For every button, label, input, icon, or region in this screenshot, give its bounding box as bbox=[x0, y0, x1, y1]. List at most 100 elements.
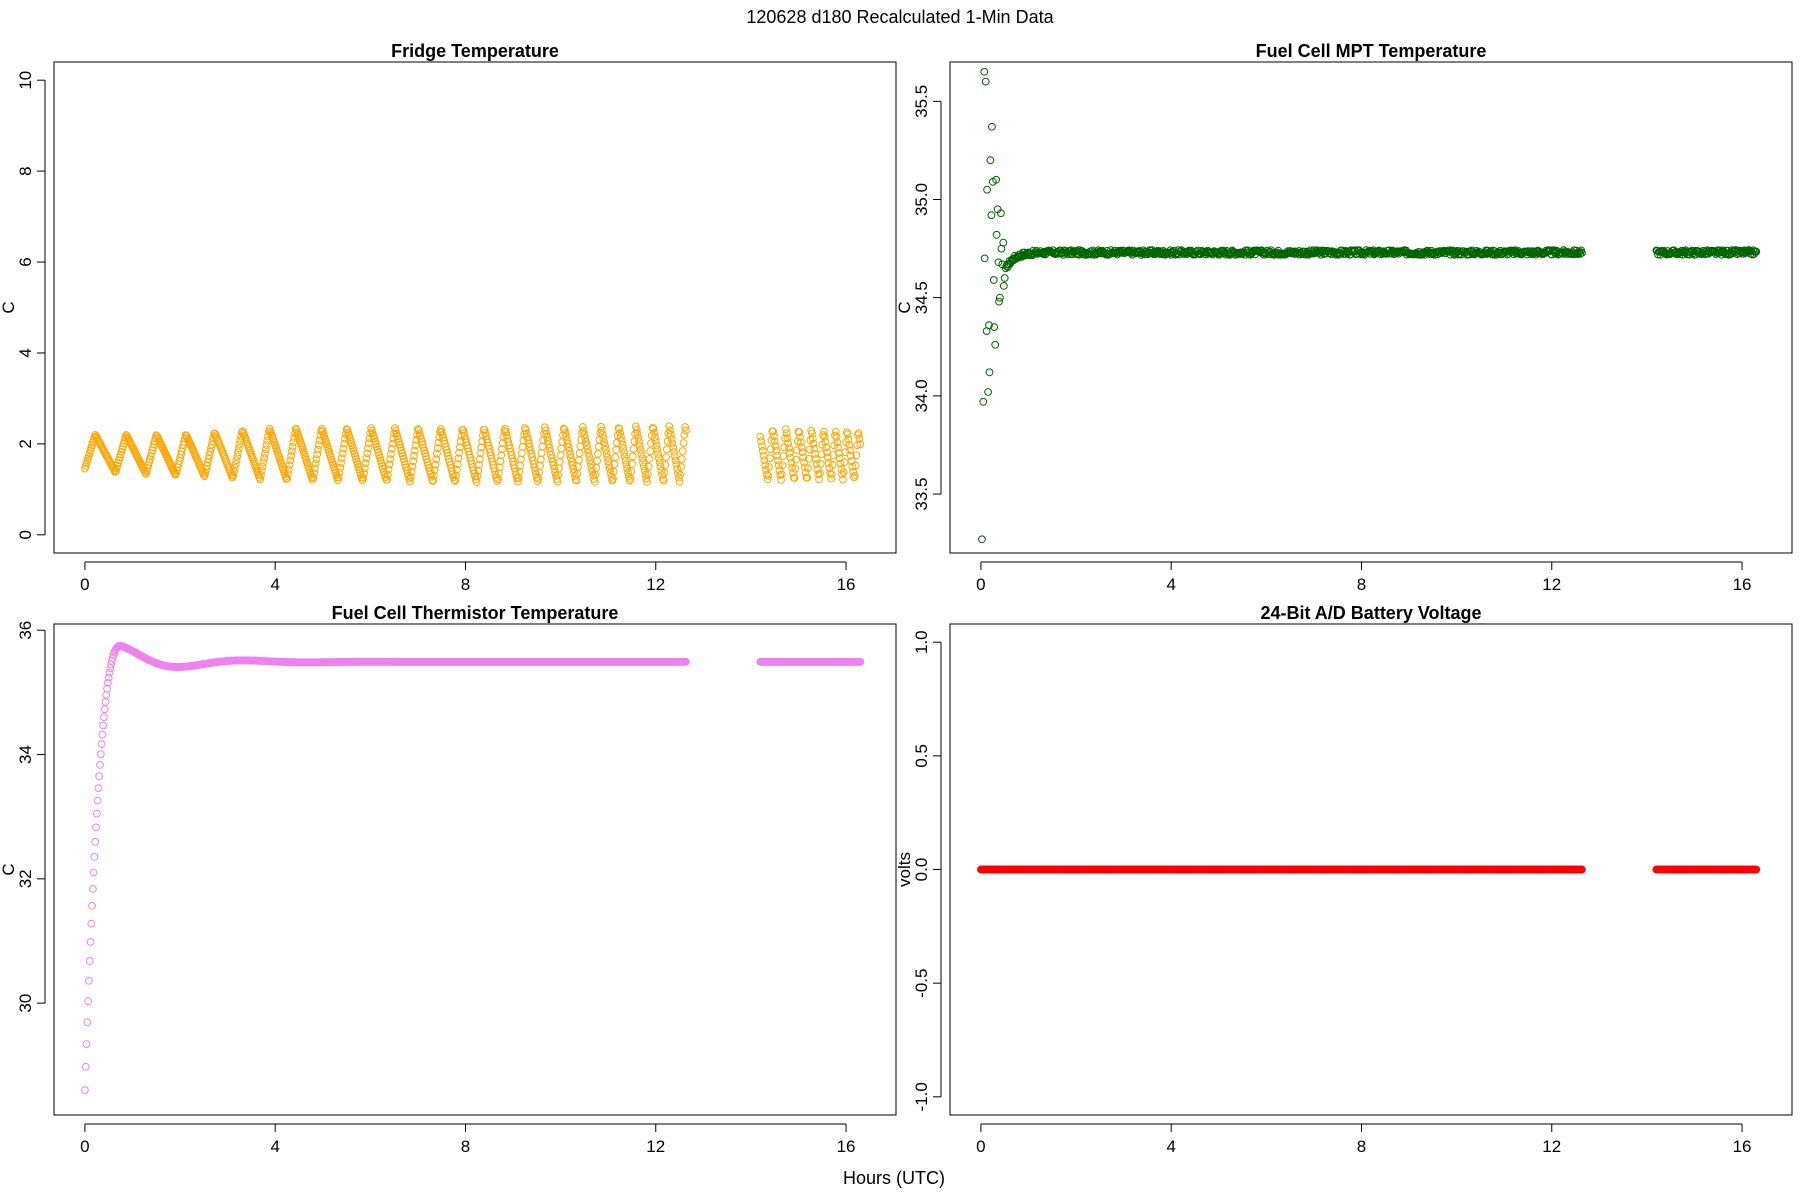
data-point bbox=[1440, 246, 1448, 255]
data-point bbox=[665, 422, 674, 431]
data-point bbox=[655, 454, 663, 463]
data-point bbox=[103, 684, 111, 693]
data-point bbox=[642, 474, 651, 483]
data-point bbox=[442, 446, 451, 454]
data-point bbox=[831, 431, 839, 440]
data-point bbox=[538, 442, 547, 451]
data-point bbox=[669, 443, 678, 452]
data-point bbox=[676, 471, 685, 479]
x-tick-label: 8 bbox=[1357, 575, 1366, 594]
data-point bbox=[1015, 253, 1023, 262]
data-point bbox=[562, 432, 571, 441]
x-axis: 0 4 8 12 16 bbox=[80, 561, 856, 594]
shared-x-axis-label: Hours (UTC) bbox=[843, 1168, 945, 1188]
data-point bbox=[850, 471, 859, 480]
data-point bbox=[203, 458, 212, 467]
data-point bbox=[563, 439, 572, 448]
y-tick-label: 0.5 bbox=[912, 744, 931, 768]
data-point bbox=[821, 438, 830, 446]
data-point bbox=[849, 468, 858, 476]
data-point bbox=[410, 452, 418, 460]
data-point bbox=[789, 468, 797, 477]
data-point bbox=[617, 436, 626, 445]
data-point bbox=[547, 450, 555, 459]
panel-fuel-cell-mpt-temperature: Fuel Cell MPT Temperature C 0 4 8 12 1633.53… bbox=[895, 41, 1793, 594]
y-tick-label: 2 bbox=[16, 439, 35, 448]
data-point bbox=[592, 463, 601, 472]
data-point bbox=[514, 474, 523, 482]
data-point bbox=[101, 698, 110, 706]
data-point bbox=[471, 472, 479, 481]
data-point bbox=[615, 425, 624, 433]
data-point bbox=[1578, 865, 1586, 874]
data-point bbox=[96, 750, 105, 759]
data-point bbox=[453, 460, 462, 469]
data-point bbox=[361, 459, 370, 468]
data-point bbox=[141, 468, 150, 477]
data-point bbox=[992, 175, 1000, 184]
y-tick-label: 32 bbox=[16, 869, 35, 888]
data-point bbox=[338, 449, 347, 458]
data-point bbox=[407, 467, 416, 476]
data-point bbox=[548, 454, 556, 463]
data-point bbox=[632, 422, 640, 431]
data-point bbox=[85, 976, 93, 985]
y-axis: -1.0 -0.5 0.0 0.5 1.0 bbox=[912, 630, 942, 1111]
data-point bbox=[682, 658, 690, 666]
data-point bbox=[816, 469, 824, 478]
data-point bbox=[808, 429, 816, 438]
data-point bbox=[234, 444, 243, 453]
data-point bbox=[601, 445, 610, 454]
y-tick-label: 1.0 bbox=[912, 630, 931, 654]
data-point bbox=[310, 469, 319, 478]
data-point bbox=[678, 455, 686, 463]
data-point bbox=[620, 452, 629, 461]
panel-battery-voltage: 24-Bit A/D Battery Voltage volts 0 4 8 12 16… bbox=[895, 603, 1793, 1156]
data-point bbox=[261, 445, 270, 454]
data-point bbox=[620, 448, 628, 457]
data-point bbox=[100, 705, 109, 714]
data-point bbox=[675, 478, 684, 486]
data-point bbox=[769, 427, 777, 436]
data-point bbox=[835, 454, 844, 463]
data-point bbox=[567, 454, 575, 463]
data-point bbox=[451, 477, 460, 485]
data-point bbox=[1574, 249, 1583, 257]
y-tick-label: -1.0 bbox=[912, 1082, 931, 1111]
data-point bbox=[662, 453, 670, 462]
data-point bbox=[430, 466, 439, 475]
data-point bbox=[421, 449, 430, 458]
data-point bbox=[981, 77, 990, 86]
y-tick-label: 0.0 bbox=[912, 858, 931, 882]
data-point bbox=[800, 463, 809, 472]
data-point bbox=[515, 467, 524, 476]
data-point bbox=[996, 293, 1004, 302]
data-point bbox=[337, 454, 346, 463]
data-point bbox=[87, 919, 96, 928]
data-point bbox=[262, 441, 271, 449]
data-point bbox=[986, 156, 995, 165]
data-point bbox=[611, 453, 620, 462]
data-point bbox=[831, 427, 840, 436]
data-point bbox=[659, 476, 668, 485]
data-point bbox=[477, 443, 486, 452]
data-point bbox=[852, 451, 861, 460]
data-point bbox=[599, 434, 608, 443]
data-point bbox=[651, 433, 659, 442]
data-point bbox=[314, 441, 323, 449]
data-point bbox=[88, 885, 97, 893]
data-point bbox=[571, 472, 579, 481]
x-tick-label: 0 bbox=[976, 1137, 985, 1156]
data-point bbox=[984, 388, 992, 396]
data-point bbox=[95, 772, 104, 781]
data-point bbox=[634, 433, 643, 442]
data-point bbox=[601, 442, 609, 450]
y-tick-label: 33.5 bbox=[912, 478, 931, 511]
x-axis: 0 4 8 12 16 bbox=[976, 561, 1752, 594]
data-point bbox=[635, 438, 643, 446]
data-point bbox=[624, 472, 633, 481]
data-point bbox=[619, 444, 628, 453]
x-tick-label: 16 bbox=[837, 1137, 856, 1156]
data-point bbox=[230, 464, 239, 472]
y-tick-label: 30 bbox=[16, 994, 35, 1013]
